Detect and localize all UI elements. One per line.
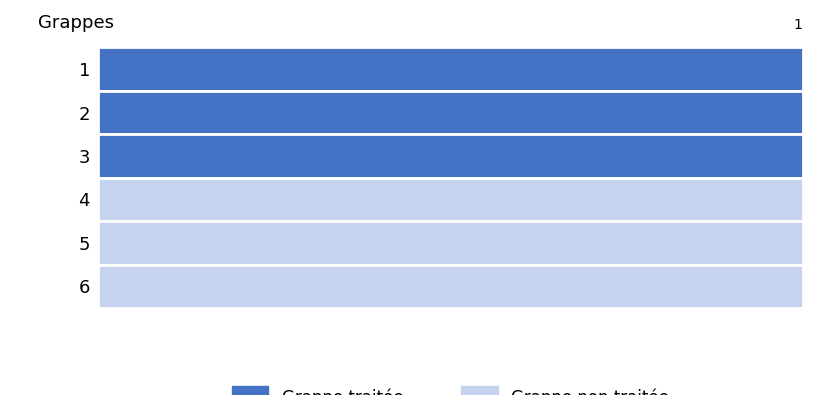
Text: Grappes: Grappes (38, 14, 115, 32)
Bar (98, 265, 803, 308)
Text: 1: 1 (794, 18, 803, 32)
Bar (98, 134, 803, 178)
Bar (98, 47, 803, 91)
Legend: Grappe traitée, Grappe non traitée: Grappe traitée, Grappe non traitée (232, 386, 669, 395)
Bar (98, 178, 803, 221)
Bar (98, 221, 803, 265)
Bar (98, 91, 803, 134)
